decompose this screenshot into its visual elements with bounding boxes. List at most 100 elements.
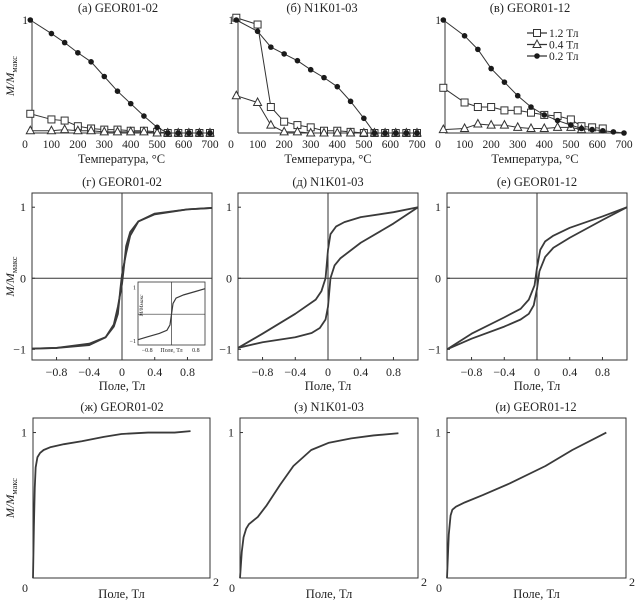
open-square-marker xyxy=(26,109,35,118)
open-triangle-marker xyxy=(266,119,276,129)
series-curve-initial-magnetization xyxy=(239,432,399,579)
legend-entry-label: 0.2 Тл xyxy=(549,51,579,63)
x-tick-label: 0.4 xyxy=(147,365,162,379)
x-tick-label: 2 xyxy=(421,575,427,589)
filled-circle-marker xyxy=(440,17,447,23)
series-curve-ascending-branch xyxy=(31,207,213,350)
x-tick-label: 400 xyxy=(329,139,347,151)
open-square-marker xyxy=(473,103,482,112)
x-axis-label: Поле, Тл xyxy=(99,379,145,393)
filled-circle-marker xyxy=(196,130,203,136)
x-tick-label: −0.4 xyxy=(493,365,515,379)
x-axis-label: Поле, Тл xyxy=(513,587,559,601)
y-tick-label: 1 xyxy=(228,426,234,440)
open-square-marker xyxy=(500,106,509,115)
series-line xyxy=(236,19,417,134)
y-axis-label: M/Mмакс xyxy=(3,56,19,97)
filled-circle-marker xyxy=(528,104,534,110)
open-triangle-marker xyxy=(532,38,542,48)
open-triangle-marker xyxy=(305,127,316,137)
y-tick-label: 1 xyxy=(228,15,234,27)
open-triangle-marker xyxy=(231,90,242,100)
y-label-subscript: макс xyxy=(10,478,19,495)
open-triangle-marker xyxy=(86,125,96,135)
inset-x-axis-label: Поле, Тл xyxy=(160,348,182,354)
open-triangle-marker xyxy=(526,122,536,132)
y-tick-label: 1 xyxy=(226,200,232,214)
filled-circle-marker xyxy=(578,125,585,132)
chart-panel-i: (и) GEOR01-12 0 2 1 Поле, Тл xyxy=(435,400,635,601)
series-0-2--- xyxy=(27,17,213,136)
filled-circle-marker xyxy=(186,130,192,136)
open-triangle-marker xyxy=(46,125,57,135)
open-square-marker xyxy=(266,103,275,112)
filled-circle-marker xyxy=(75,49,81,56)
filled-circle-marker xyxy=(233,17,240,23)
x-tick-label: 300 xyxy=(509,139,527,151)
y-tick-label: 1 xyxy=(21,426,27,440)
x-tick-label: 300 xyxy=(96,139,114,151)
filled-circle-marker xyxy=(48,30,55,37)
y-axis-label-text: M/Mмакс xyxy=(3,478,19,519)
x-tick-label: 0 xyxy=(22,581,28,595)
legend-entry-label: 1.2 Тл xyxy=(549,28,579,40)
filled-circle-marker xyxy=(621,130,627,136)
filled-circle-marker xyxy=(268,44,274,50)
chart-panel-b: (б) N1K01-03 0 100 200 300 400 500 600 700 1 Темпе… xyxy=(228,1,426,166)
x-tick-label: 2 xyxy=(629,575,635,589)
open-triangle-marker xyxy=(319,127,329,137)
chart-panel-f: (е) GEOR01-12 −0.8 −0.4 0 0.4 0.8 1 0 −1 Поле, Тл xyxy=(428,175,628,393)
open-triangle-marker xyxy=(73,125,83,135)
x-tick-label: 200 xyxy=(276,139,294,151)
x-tick-label: 200 xyxy=(483,139,501,151)
chart-panel-d: (г) GEOR01-02 −0.8 −0.4 0 0.4 0.8 1 0 −1 Поле, Тл… xyxy=(3,175,213,393)
y-tick-label: −1 xyxy=(13,342,26,356)
open-square-marker xyxy=(487,103,496,112)
filled-circle-marker xyxy=(475,46,481,53)
x-tick-label: 700 xyxy=(201,139,219,151)
series-curve-ascending-branch xyxy=(237,206,419,349)
inset-x-tick-label: −0.8 xyxy=(142,348,153,354)
inset-y-axis-label: M/Mмакс xyxy=(139,294,145,317)
filled-circle-marker xyxy=(371,130,378,136)
series-curve-ascending-branch xyxy=(446,206,628,351)
chart-panel-a: (а) GEOR01-02 0 100 200 300 400 500 600 700 1 Темп… xyxy=(3,1,219,166)
chart-title: (ж) GEOR01-02 xyxy=(80,400,163,414)
legend: 1.2 Тл0.4 Тл0.2 Тл xyxy=(527,28,579,63)
filled-circle-marker xyxy=(554,117,561,124)
inset-y-axis-label-text: M/Mмакс xyxy=(139,294,145,317)
filled-circle-marker xyxy=(321,74,327,81)
x-tick-label: 0.8 xyxy=(180,365,195,379)
x-tick-label: 0 xyxy=(228,139,234,151)
x-axis-label: Температура, °C xyxy=(78,152,165,166)
open-square-marker xyxy=(47,115,56,124)
open-triangle-marker xyxy=(459,122,470,132)
chart-panel-e: (д) N1K01-03 −0.8 −0.4 0 0.4 0.8 1 0 −1 Поле, Тл xyxy=(219,175,419,393)
series-curve-descending-branch xyxy=(446,206,628,351)
open-triangle-marker xyxy=(125,126,136,136)
open-square-marker xyxy=(280,117,289,126)
x-tick-label: 2 xyxy=(213,575,219,589)
series-line xyxy=(236,17,417,134)
y-tick-label: 0 xyxy=(20,271,26,285)
x-tick-label: 700 xyxy=(615,139,633,151)
x-tick-label: 0 xyxy=(436,581,442,595)
open-square-marker xyxy=(460,98,469,107)
x-tick-label: 0 xyxy=(325,365,331,379)
open-square-marker xyxy=(60,116,69,125)
filled-circle-marker xyxy=(27,17,34,23)
open-triangle-marker xyxy=(345,127,356,137)
inset-series-curve xyxy=(137,288,206,341)
chart-title: (г) GEOR01-02 xyxy=(82,175,162,189)
filled-circle-marker xyxy=(101,73,108,80)
filled-circle-marker xyxy=(254,28,261,35)
open-triangle-marker xyxy=(292,126,303,136)
series-line xyxy=(30,19,210,134)
filled-circle-marker xyxy=(514,92,521,99)
x-tick-label: 400 xyxy=(122,139,140,151)
filled-circle-marker xyxy=(175,130,182,136)
filled-circle-marker xyxy=(141,113,147,119)
filled-circle-marker xyxy=(114,88,121,94)
y-label-m: M/ xyxy=(3,503,17,519)
